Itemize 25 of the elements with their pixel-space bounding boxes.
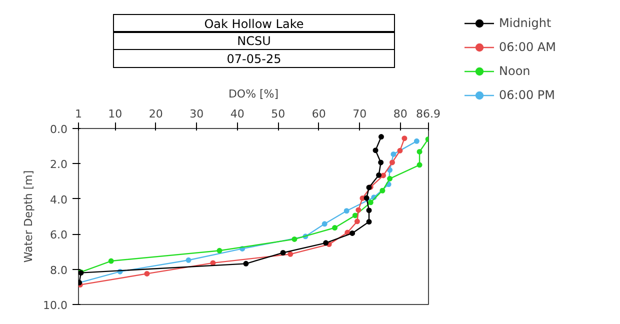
y-tick-label: 2.0 [50,158,68,172]
legend-label: Noon [499,64,530,78]
x-tick-label: 60 [312,108,326,120]
y-tick-label: 6.0 [50,228,68,242]
chart-subtitle: NCSU [113,31,395,50]
x-tick-label: 1 [75,108,82,120]
x-tick-label: 10 [108,108,122,120]
y-tick-label: 10.0 [43,299,68,312]
text: 07-05-25 [113,48,395,68]
x-tick-label: 50 [271,108,286,120]
y-tick-label: 8.0 [50,264,68,277]
x-tick-label: 70 [352,108,367,120]
legend-label: 06:00 AM [499,40,556,54]
y-tick-label: 4.0 [50,193,68,206]
legend-label: Midnight [499,16,552,30]
x-tick-label: 30 [190,108,204,120]
legend-label: 06:00 PM [499,88,555,102]
x-tick-label: 40 [230,108,244,120]
x-tick-label: 80 [393,108,408,120]
x-tick-label: 86.9 [416,108,441,120]
chart-title: Oak Hollow Lake [113,14,395,32]
x-axis-title: DO% [%] [228,88,279,100]
x-tick-label: 20 [148,108,163,120]
y-tick-label: 0.0 [50,123,68,136]
y-axis-title: Water Depth [m] [22,170,36,263]
